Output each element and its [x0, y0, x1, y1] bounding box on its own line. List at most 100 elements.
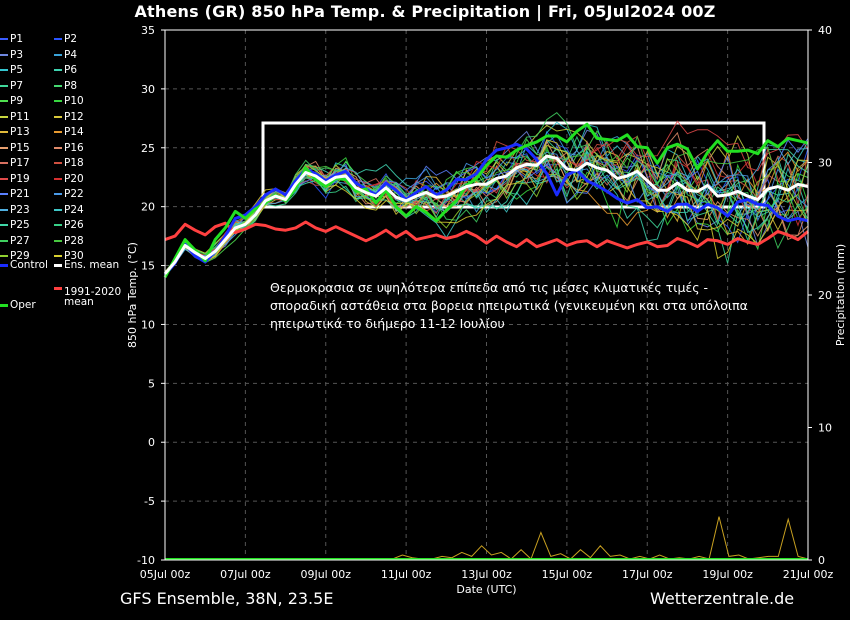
- legend-swatch: [0, 224, 8, 226]
- legend-label: P6: [64, 64, 78, 76]
- y-tick-label: -10: [137, 554, 155, 567]
- legend-entry-p12: P12: [54, 111, 84, 123]
- legend-swatch: [0, 263, 8, 267]
- legend-swatch: [0, 146, 8, 149]
- y-tick-label: 10: [141, 318, 155, 331]
- y-tick-label: 0: [148, 436, 155, 449]
- legend-swatch: [54, 131, 62, 133]
- legend-label: P29: [10, 250, 30, 262]
- legend-label: P17: [10, 157, 30, 169]
- legend-entry-p16: P16: [54, 142, 84, 154]
- legend-entry-p22: P22: [54, 188, 84, 200]
- legend-entry-p25: P25: [0, 219, 30, 231]
- y2-tick-label: 20: [818, 289, 832, 302]
- legend-swatch: [54, 255, 62, 257]
- axes: 35 30 25 20 15 10 5 0 -5 -10 40 30 20 10 0 05Jul 00z 07J…: [126, 24, 847, 596]
- legend-label: Oper: [10, 299, 36, 311]
- legend-swatch: [54, 162, 62, 164]
- legend-entry-p29: P29: [0, 250, 30, 262]
- legend-label: P9: [10, 95, 24, 107]
- legend-label: P21: [10, 188, 30, 200]
- legend-swatch: [0, 53, 8, 56]
- main-series-lines: [163, 122, 809, 279]
- legend-swatch: [54, 146, 62, 149]
- legend-swatch: [0, 131, 8, 133]
- y-tick-label: -5: [144, 495, 155, 508]
- site-label: Wetterzentrale.de: [650, 589, 795, 608]
- x-tick-label: 17Jul 00z: [622, 568, 673, 581]
- legend-swatch: [54, 177, 62, 180]
- legend-entry-p2: P2: [54, 33, 77, 45]
- legend-label: P18: [64, 157, 84, 169]
- chart-title: Athens (GR) 850 hPa Temp. & Precipitatio…: [134, 2, 716, 21]
- legend-label: P26: [64, 219, 84, 231]
- legend-label: P8: [64, 79, 78, 92]
- legend-entry-p8: P8: [54, 80, 77, 92]
- series-line-ens-mean: [163, 154, 809, 275]
- legend-entry-p27: P27: [0, 235, 30, 247]
- legend-entry-p11: P11: [0, 111, 30, 123]
- legend-label: P3: [10, 48, 24, 61]
- legend-label: P12: [64, 110, 84, 123]
- legend-entry-p13: P13: [0, 126, 30, 138]
- legend-label: P11: [10, 110, 30, 123]
- legend-swatch: [54, 224, 62, 226]
- annotation-line-2: σποραδική αστάθεια στα βορεια ηπειρωτικά…: [270, 298, 748, 313]
- legend-swatch: [54, 115, 62, 118]
- y-tick-label: 20: [141, 201, 155, 214]
- legend-entry-p1: P1: [0, 33, 23, 45]
- legend-swatch: [54, 53, 62, 56]
- legend-swatch: [54, 84, 62, 87]
- legend-swatch: [54, 100, 62, 102]
- legend-swatch: [0, 100, 8, 102]
- legend-swatch: [0, 193, 8, 195]
- x-tick-label: 07Jul 00z: [220, 568, 271, 581]
- legend-entry-p4: P4: [54, 49, 77, 61]
- y2-tick-label: 10: [818, 422, 832, 435]
- legend-label: P30: [64, 250, 84, 262]
- legend-entry-p20: P20: [54, 173, 84, 185]
- legend-label: 1991-2020 mean: [64, 286, 122, 308]
- legend-entry-p24: P24: [54, 204, 84, 216]
- legend-label: P7: [10, 79, 24, 92]
- legend-swatch: [0, 115, 8, 118]
- legend-entry-p15: P15: [0, 142, 30, 154]
- legend-entry-p7: P7: [0, 80, 23, 92]
- legend-swatch: [54, 239, 62, 242]
- y-tick-label: 25: [141, 142, 155, 155]
- legend-label: P13: [10, 126, 30, 138]
- series-line-control: [163, 142, 809, 276]
- legend-label: Ens. mean: [64, 259, 120, 271]
- legend-label: P22: [64, 188, 84, 200]
- legend-entry-p3: P3: [0, 49, 23, 61]
- legend-label: P28: [64, 234, 84, 247]
- legend-swatch: [0, 303, 8, 307]
- legend-swatch: [0, 208, 8, 211]
- legend-entry-p19: P19: [0, 173, 30, 185]
- legend-swatch: [0, 162, 8, 164]
- x-tick-label: 05Jul 00z: [140, 568, 191, 581]
- legend-label: P4: [64, 48, 78, 61]
- x-axis-label: Date (UTC): [456, 583, 516, 596]
- legend-label: P27: [10, 234, 30, 247]
- y-tick-label: 35: [141, 24, 155, 37]
- model-label: GFS Ensemble, 38N, 23.5E: [120, 589, 334, 608]
- x-tick-label: 21Jul 00z: [783, 568, 834, 581]
- legend-swatch: [54, 208, 62, 211]
- legend-swatch: [0, 239, 8, 242]
- y2-tick-label: 40: [818, 24, 832, 37]
- legend-swatch: [54, 69, 62, 71]
- member-line-p22: [164, 147, 809, 275]
- legend-swatch: [54, 193, 62, 195]
- x-tick-label: 11Jul 00z: [381, 568, 432, 581]
- x-tick-label: 15Jul 00z: [542, 568, 593, 581]
- y2-tick-label: 30: [818, 157, 832, 170]
- legend-swatch: [0, 38, 8, 40]
- annotation-line-1: Θερμοκρασια σε υψηλότερα επίπεδα από τις…: [270, 280, 709, 295]
- legend-label: P16: [64, 141, 84, 154]
- legend-entry-p5: P5: [0, 64, 23, 76]
- legend-label: P25: [10, 219, 30, 231]
- legend-label: P5: [10, 64, 24, 76]
- y-tick-label: 15: [141, 260, 155, 273]
